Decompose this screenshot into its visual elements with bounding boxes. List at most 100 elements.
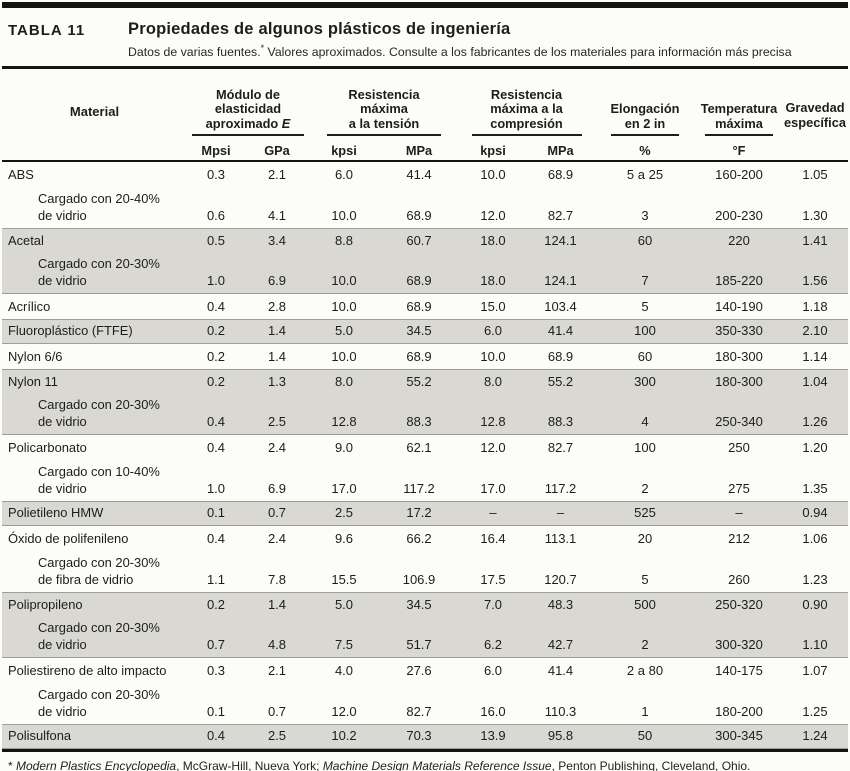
value-cell: 0.7 [206, 637, 226, 653]
table-row: Poliestireno de alto impacto 0.3 2.1 4.0 27.… [2, 658, 848, 683]
material-name: Cargado con 20-30% de vidrio [2, 619, 187, 653]
value-cell: 1.18 [802, 299, 828, 315]
table-row: Cargado con 20-30% de vidrio 1.0 6.9 10.0 68.… [2, 253, 848, 295]
group-label-line: Resistencia [348, 86, 420, 102]
table-title: Propiedades de algunos plásticos de inge… [128, 20, 511, 38]
value-cell: 50 [637, 728, 653, 744]
group-label-line: Módulo de [216, 86, 280, 102]
value-cell: 41.4 [547, 663, 574, 679]
material-name: Polietileno HMW [8, 505, 104, 521]
value-cell: 5 [641, 299, 649, 315]
table-row: Acetal 0.5 3.4 8.8 60.7 18.0 124.1 60 220 1.41 [2, 228, 848, 254]
table-row: ABS 0.3 2.1 6.0 41.4 10.0 68.9 5 a 25 160-200 1.0… [2, 162, 848, 187]
value-cell: 3 [641, 208, 649, 224]
table-header-band: TABLA 11 Propiedades de algunos plástico… [2, 8, 848, 66]
material-name-line1: Cargado con 20-30% [38, 687, 160, 703]
table-row: Nylon 6/6 0.2 1.4 10.0 68.9 10.0 68.9 60 180-300… [2, 344, 848, 369]
value-cell: 55.2 [547, 374, 574, 390]
material-name: Cargado con 20-30% de vidrio [2, 396, 187, 430]
value-cell: 10.0 [480, 349, 506, 365]
value-cell: 2.4 [267, 531, 287, 547]
value-cell: 300 [634, 374, 656, 390]
value-cell: 1.04 [802, 374, 828, 390]
value-cell: 5 a 25 [626, 167, 664, 183]
value-cell: 68.9 [547, 167, 574, 183]
value-cell: 10.0 [331, 208, 357, 224]
value-cell: 6.2 [483, 637, 503, 653]
material-name: Óxido de polifenileno [8, 531, 129, 547]
value-cell: 2.1 [267, 663, 287, 679]
value-cell: 68.9 [406, 208, 432, 224]
value-cell: 200-230 [715, 208, 763, 224]
value-cell: 0.3 [206, 663, 226, 679]
table-row: Polietileno HMW 0.1 0.7 2.5 17.2 – – 525 – 0.94 [2, 501, 848, 527]
value-cell: 88.3 [406, 414, 432, 430]
value-cell: 17.5 [480, 572, 506, 588]
value-cell: 0.1 [206, 505, 226, 521]
value-cell: 0.7 [267, 505, 287, 521]
table-row: Polipropileno 0.2 1.4 5.0 34.5 7.0 48.3 500 250-… [2, 592, 848, 618]
value-cell: 68.9 [406, 349, 432, 365]
value-cell: 41.4 [547, 323, 574, 339]
value-cell: 180-300 [715, 349, 763, 365]
material-name-line2: de fibra de vidrio [38, 572, 134, 588]
footnote-asterisk: * [8, 759, 17, 771]
group-label-line: elasticidad [214, 101, 282, 117]
group-label-line: Gravedad [785, 100, 845, 116]
value-cell: 4.1 [267, 208, 287, 224]
unit-header-percent: % [639, 142, 651, 158]
value-cell: 68.9 [547, 349, 574, 365]
column-header-material: Material [69, 104, 120, 120]
value-cell: 0.2 [206, 323, 226, 339]
material-name: ABS [8, 167, 34, 183]
value-cell: 250-320 [715, 597, 763, 613]
value-cell: 110.3 [544, 704, 577, 720]
unit-header-kpsi-tension: kpsi [331, 142, 357, 158]
value-cell: 10.0 [331, 299, 357, 315]
value-cell: 300-320 [715, 637, 763, 653]
value-cell: 1.4 [267, 323, 287, 339]
material-name: Cargado con 20-30% de vidrio [2, 255, 187, 289]
table-row: Cargado con 10-40% de vidrio 1.0 6.9 17.0 117… [2, 460, 848, 501]
value-cell: 41.4 [406, 167, 432, 183]
value-cell: 140-190 [715, 299, 763, 315]
value-cell: 15.0 [480, 299, 506, 315]
source-footnote: * Modern Plastics Encyclopedia, McGraw-H… [2, 752, 848, 771]
material-name: Cargado con 10-40% de vidrio [2, 463, 187, 497]
value-cell: 300-345 [715, 728, 763, 744]
value-cell: 8.8 [334, 233, 354, 249]
table-row: Fluoroplástico (FTFE) 0.2 1.4 5.0 34.5 6.0 41.… [2, 319, 848, 345]
value-cell: 10.0 [331, 273, 357, 289]
value-cell: 10.0 [480, 167, 506, 183]
value-cell: 0.2 [206, 349, 226, 365]
value-cell: 2.8 [267, 299, 287, 315]
value-cell: 5 [641, 572, 649, 588]
table-body: ABS 0.3 2.1 6.0 41.4 10.0 68.9 5 a 25 160-200 1.0… [2, 162, 848, 750]
table-bottom-rule [2, 749, 848, 753]
group-underline [327, 134, 441, 137]
material-name: Cargado con 20-30% de fibra de vidrio [2, 554, 187, 588]
value-cell: 51.7 [406, 637, 432, 653]
value-cell: 1.1 [206, 572, 226, 588]
column-headers: Material Módulo de elasticidad aproximad… [2, 69, 848, 160]
column-group-elongation: Elongación en 2 in [594, 102, 696, 137]
value-cell: 17.0 [331, 481, 357, 497]
group-underline [611, 134, 679, 137]
table-row: Cargado con 20-30% de vidrio 0.7 4.8 7.5 51.7… [2, 617, 848, 659]
value-cell: 2.10 [802, 323, 828, 339]
value-cell: 7 [641, 273, 649, 289]
value-cell: 117.2 [544, 481, 577, 497]
value-cell: 1.20 [802, 440, 828, 456]
value-cell: 10.2 [331, 728, 357, 744]
value-cell: 16.0 [480, 704, 506, 720]
value-cell: 1.14 [802, 349, 828, 365]
value-cell: 5.0 [334, 323, 354, 339]
value-cell: 525 [634, 505, 656, 521]
column-group-modulus: Módulo de elasticidad aproximado E [187, 86, 309, 137]
material-name-line1: Cargado con 20-30% [38, 397, 160, 413]
header-top-rule [2, 66, 848, 70]
value-cell: 180-200 [715, 704, 763, 720]
material-name: Fluoroplástico (FTFE) [8, 323, 133, 339]
value-cell: – [735, 505, 743, 521]
value-cell: 1.30 [802, 208, 828, 224]
